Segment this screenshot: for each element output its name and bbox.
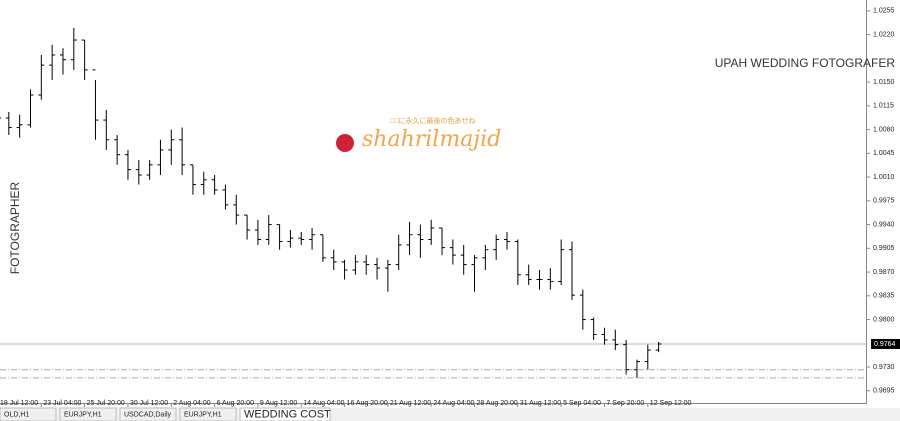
y-tick-label: 1.0255 [873, 8, 895, 15]
tab-label[interactable]: WEDDING COST [244, 408, 331, 420]
y-tick-label: 1.0115 [873, 103, 894, 110]
x-tick-label: 23 Jul 04:00 [43, 400, 81, 407]
watermark-dot [336, 134, 354, 152]
x-tick-label: 28 Aug 20:00 [477, 400, 518, 407]
x-tick-label: 14 Aug 04:00 [303, 400, 344, 407]
y-tick-label: 0.9940 [873, 221, 895, 228]
x-tick-label: 16 Aug 20:00 [347, 400, 388, 407]
x-tick-label: 5 Sep 04:00 [563, 400, 601, 407]
x-tick-label: 30 Jul 12:00 [130, 400, 168, 407]
price-label-box [871, 338, 900, 349]
tab-label[interactable]: EURJPY,H1 [64, 411, 102, 418]
y-tick-label: 1.0220 [873, 31, 895, 38]
tab-label[interactable]: EURJPY,H1 [184, 411, 222, 418]
y-tick-label: 0.9695 [873, 388, 895, 395]
x-tick-label: 9 Aug 12:00 [260, 400, 297, 407]
tab[interactable] [59, 407, 117, 421]
y-tick-label: 1.0010 [873, 174, 895, 181]
y-tick-label: 0.9870 [873, 269, 895, 276]
y-tick-label: 0.9975 [873, 198, 895, 205]
tab[interactable] [239, 407, 331, 421]
side-label: FOTOGRAPHER [8, 181, 22, 274]
x-tick-label: 2 Aug 04:00 [173, 400, 210, 407]
tab-label[interactable]: OLD,H1 [4, 411, 29, 418]
x-tick-label: 31 Aug 12:00 [520, 400, 561, 407]
x-tick-label: 6 Aug 20:00 [217, 400, 254, 407]
y-tick-label: 1.0080 [873, 126, 895, 133]
watermark-name: shahrilmajid [362, 127, 501, 152]
y-tick-label: 1.0150 [873, 79, 895, 86]
x-tick-label: 25 Jul 20:00 [87, 400, 125, 407]
x-tick-label: 24 Aug 04:00 [433, 400, 474, 407]
tab[interactable] [0, 407, 57, 421]
watermark-tagline: □□に永久に最後の色あせね [390, 116, 475, 125]
tab-label[interactable]: USDCAD,Daily [124, 411, 172, 418]
y-tick-label: 0.9800 [873, 316, 895, 323]
tab[interactable] [119, 407, 177, 421]
x-tick-label: 21 Aug 12:00 [390, 400, 431, 407]
y-tick-label: 1.0045 [873, 150, 895, 157]
x-tick-label: 12 Sep 12:00 [650, 400, 692, 407]
y-tick-label: 0.9730 [873, 364, 895, 371]
price-label: 0.9764 [874, 341, 896, 348]
y-tick-label: 0.9835 [873, 293, 895, 300]
x-tick-label: 18 Jul 12:00 [0, 400, 38, 407]
y-tick-label: 0.9905 [873, 245, 895, 252]
chart-title: UPAH WEDDING FOTOGRAFER [715, 56, 896, 70]
tab[interactable] [179, 407, 237, 421]
x-tick-label: 7 Sep 20:00 [606, 400, 644, 407]
